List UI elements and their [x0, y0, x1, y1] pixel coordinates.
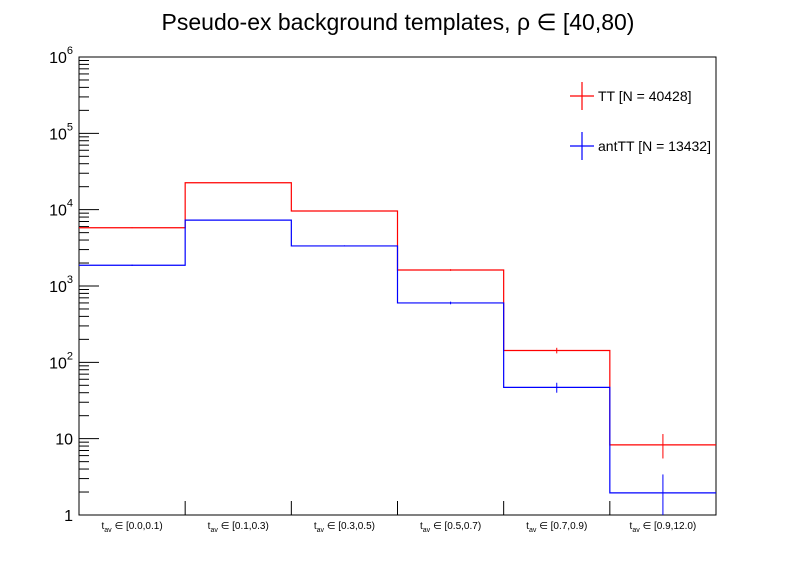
- x-tick-label: tav ∈ [0.3,0.5): [314, 521, 375, 534]
- series-step-line: [79, 219, 716, 494]
- x-tick-label-var: t: [314, 521, 317, 532]
- x-tick-label-range: ∈ [0.3,0.5): [324, 521, 375, 532]
- legend-label: TT [N = 40428]: [598, 88, 692, 104]
- x-tick-label-sub: av: [529, 527, 537, 534]
- y-tick-label: 10: [55, 432, 73, 449]
- x-axis: tav ∈ [0.0,0.1) tav ∈ [0.1,0.3) tav ∈ [0.3…: [102, 501, 697, 534]
- y-tick-exponent: 6: [67, 45, 73, 57]
- x-tick-label-sub: av: [104, 527, 112, 534]
- x-tick-label: tav ∈ [0.1,0.3): [208, 521, 269, 534]
- histograms: [79, 182, 716, 515]
- x-tick-label-range: ∈ [0.9,12.0): [640, 521, 697, 532]
- x-tick-label-var: t: [102, 521, 105, 532]
- y-tick-base: 10: [49, 279, 67, 296]
- y-tick-base: 1: [64, 508, 73, 525]
- x-tick-label-range: ∈ [0.7,0.9): [536, 521, 587, 532]
- y-tick-base: 10: [49, 126, 67, 143]
- y-tick-base: 10: [55, 432, 73, 449]
- x-tick-label: tav ∈ [0.0,0.1): [102, 521, 163, 534]
- y-tick-base: 10: [49, 203, 67, 220]
- x-tick-label-range: ∈ [0.1,0.3): [218, 521, 269, 532]
- x-tick-label-sub: av: [210, 527, 218, 534]
- series-0: [79, 182, 716, 459]
- series-step-line: [79, 182, 716, 446]
- x-tick-label-sub: av: [632, 527, 640, 534]
- y-tick-exponent: 3: [67, 274, 73, 286]
- y-tick-label: 105: [49, 121, 73, 143]
- y-tick-label: 106: [49, 45, 73, 67]
- y-tick-label: 104: [49, 198, 73, 220]
- y-tick-base: 10: [49, 355, 67, 372]
- x-tick-label-sub: av: [423, 527, 431, 534]
- x-tick-label-range: ∈ [0.5,0.7): [430, 521, 481, 532]
- y-tick-exponent: 5: [67, 121, 73, 133]
- chart-title: Pseudo-ex background templates, ρ ∈ [40,…: [162, 9, 635, 35]
- y-tick-exponent: 2: [67, 350, 73, 362]
- x-tick-label: tav ∈ [0.9,12.0): [630, 521, 697, 534]
- x-tick-label-var: t: [526, 521, 529, 532]
- x-tick-label-range: ∈ [0.0,0.1): [112, 521, 163, 532]
- y-tick-label: 103: [49, 274, 73, 296]
- y-tick-label: 102: [49, 350, 73, 372]
- series-1: [79, 219, 716, 515]
- x-tick-label: tav ∈ [0.5,0.7): [420, 521, 481, 534]
- x-tick-label-var: t: [208, 521, 211, 532]
- y-tick-exponent: 4: [67, 198, 73, 210]
- legend: TT [N = 40428] antTT [N = 13432]: [570, 82, 711, 160]
- y-tick-base: 10: [49, 50, 67, 67]
- x-tick-label-var: t: [630, 521, 633, 532]
- x-tick-label-var: t: [420, 521, 423, 532]
- x-tick-label: tav ∈ [0.7,0.9): [526, 521, 587, 534]
- legend-label: antTT [N = 13432]: [598, 138, 711, 154]
- y-tick-label: 1: [64, 508, 73, 525]
- x-tick-label-sub: av: [317, 527, 325, 534]
